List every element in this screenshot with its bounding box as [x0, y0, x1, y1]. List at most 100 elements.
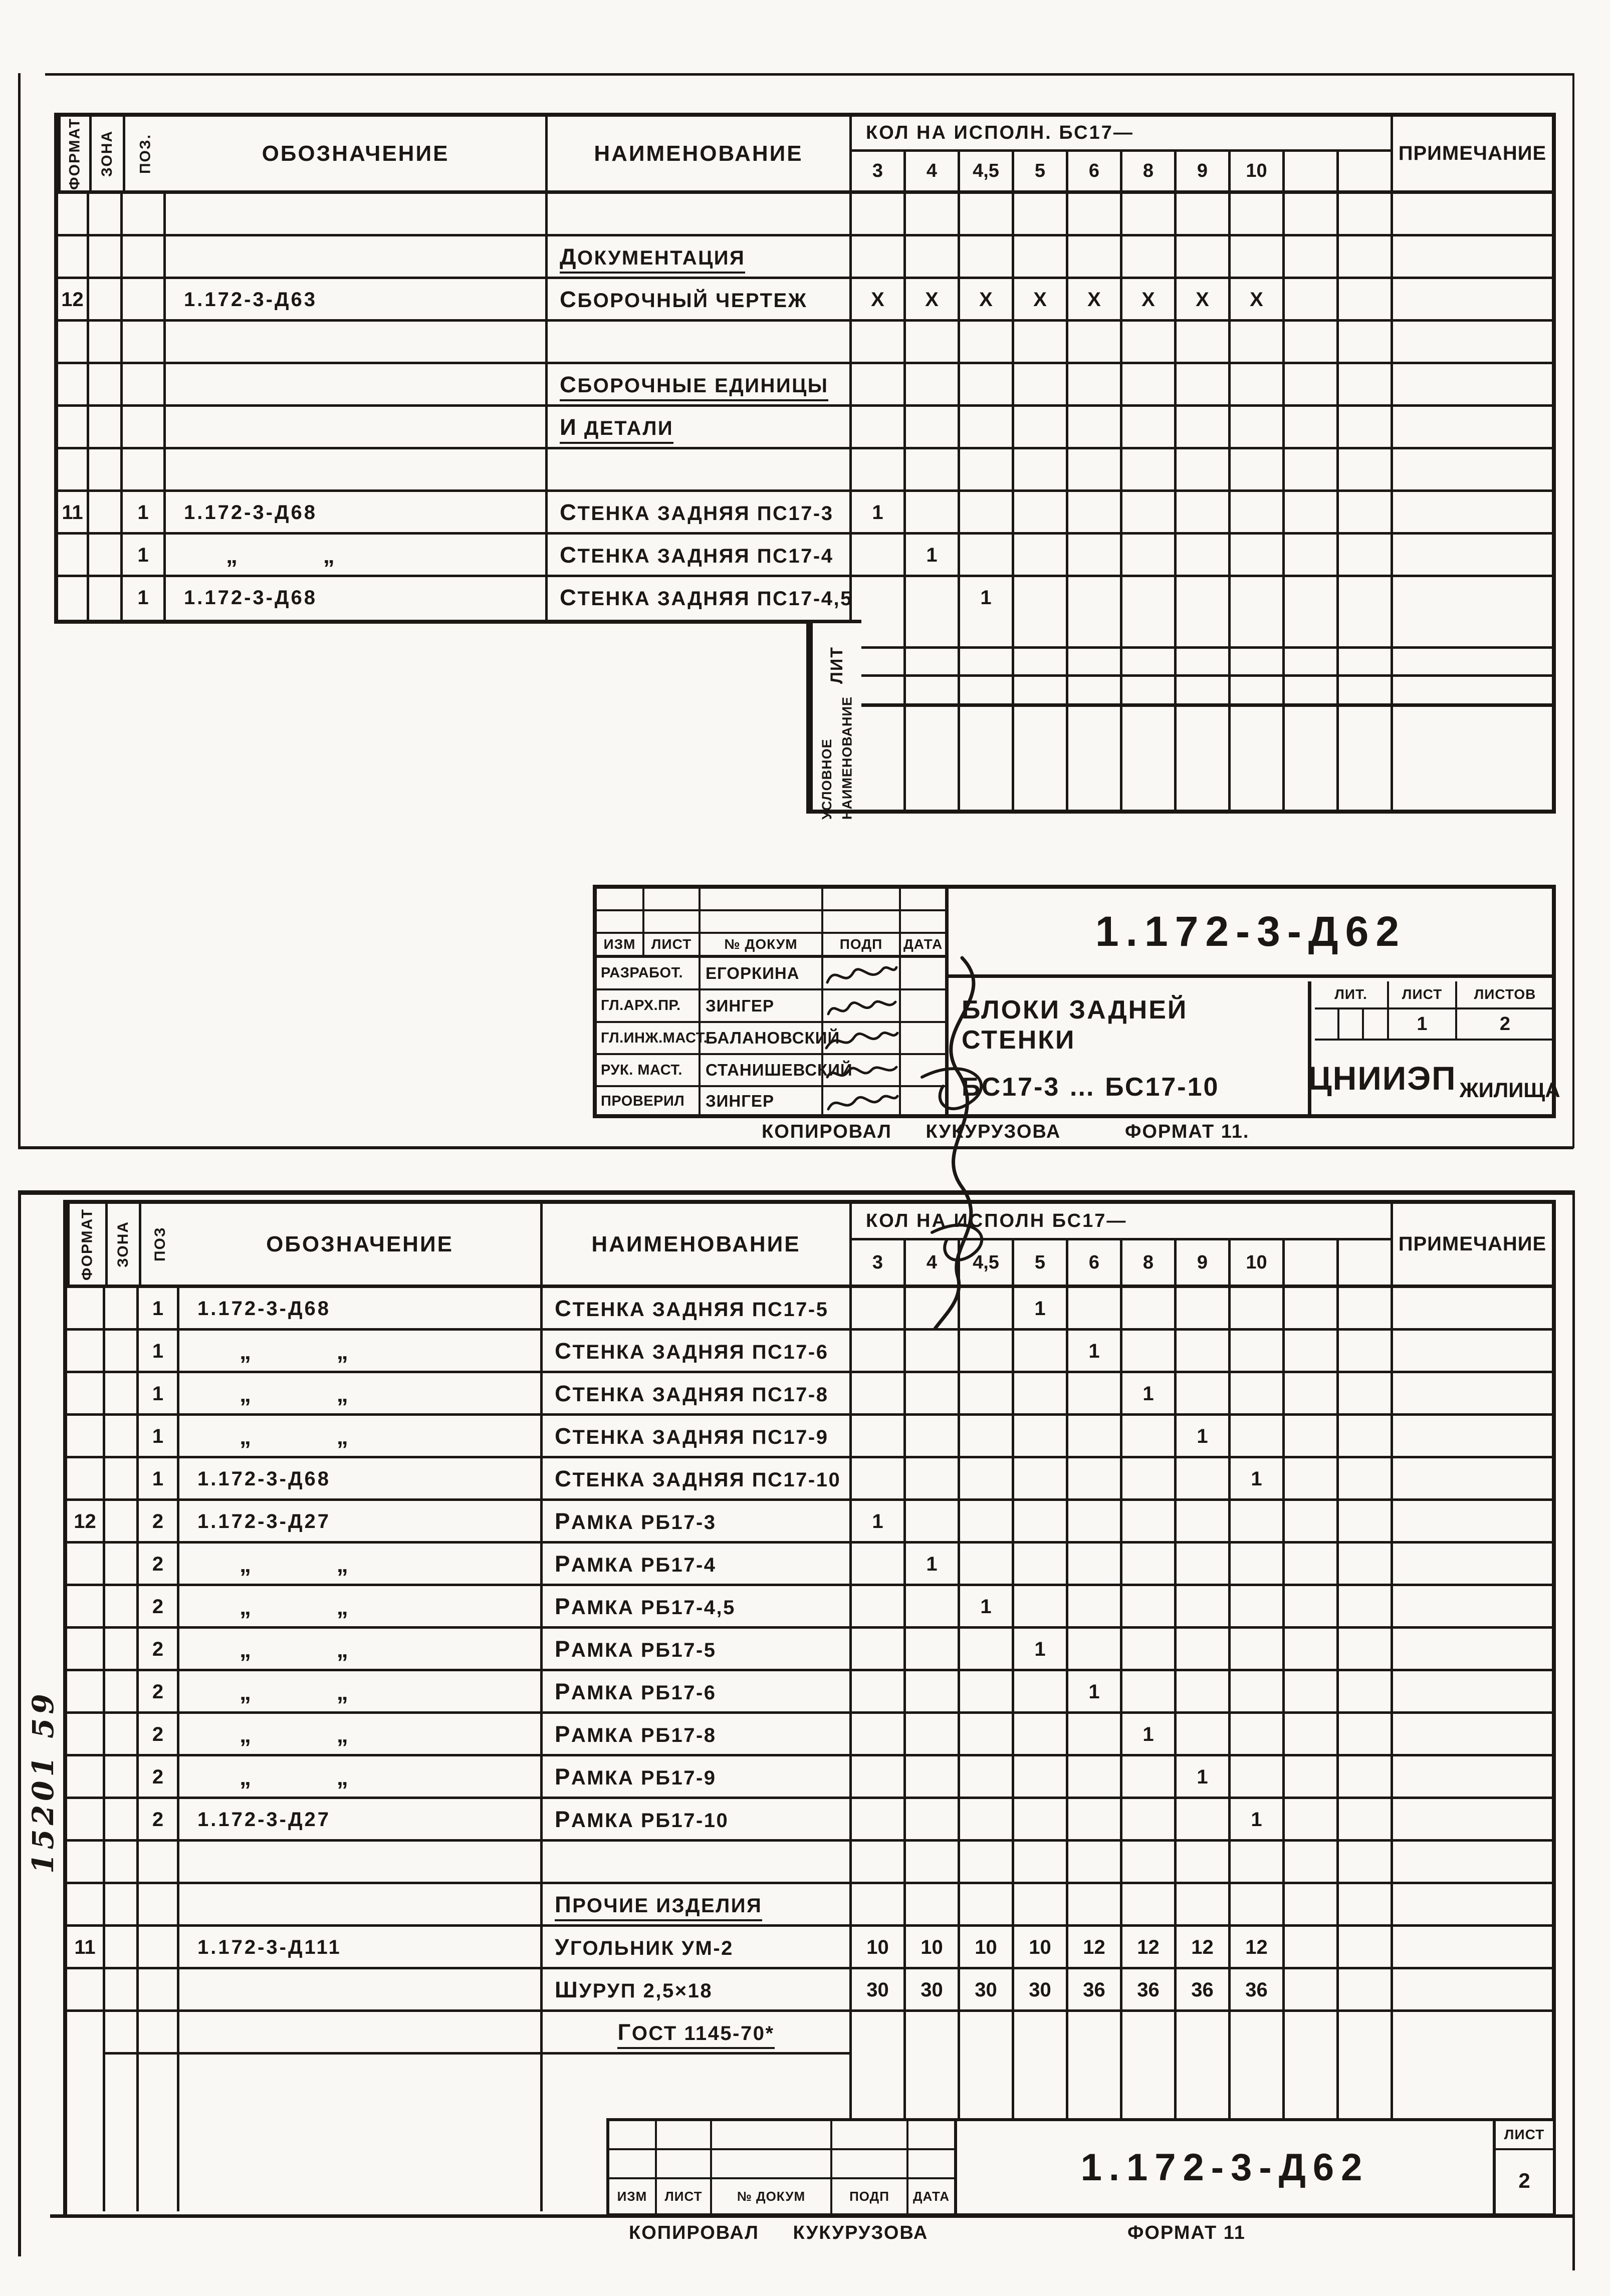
col-header-format: Формат: [58, 117, 89, 190]
lit-grid-cell: [960, 649, 1014, 677]
cell-qty: [1068, 1842, 1122, 1884]
cell-designation: [179, 2012, 543, 2055]
qty-col-header: [1285, 1240, 1339, 1285]
cell-qty: [1014, 1756, 1068, 1799]
item-name-text: Прочие изделия: [555, 1892, 763, 1921]
stamp-person-name: Балановский: [701, 1023, 839, 1055]
cell-pos: [123, 194, 166, 236]
cell-qty: [1285, 279, 1339, 322]
cell-qty: [1339, 407, 1393, 449]
cell-pos: 1: [139, 1416, 179, 1458]
cell-qty: [1014, 1544, 1068, 1586]
org-name-main: ЦНИИЭП: [1307, 1059, 1457, 1097]
lit-grid-cell: [906, 620, 960, 649]
cell-qty: [1122, 2055, 1177, 2097]
cell-qty: [1014, 1586, 1068, 1629]
stamp-empty-cell: [644, 911, 701, 934]
lit-grid-cell: [1393, 649, 1552, 677]
cell-qty: [1177, 1288, 1231, 1331]
cell-qty: [852, 1288, 906, 1331]
cell-qty: [1285, 1756, 1339, 1799]
cell-designation: „ „: [179, 1714, 543, 1756]
cell-pos: 1: [139, 1458, 179, 1501]
stamp-person-name: Егоркина: [701, 958, 823, 990]
cell-item-name: Рамка РБ17-8: [543, 1714, 852, 1756]
cell-note: [1393, 1288, 1552, 1331]
cell-format: [67, 1842, 105, 1884]
margin-handwritten-number: 15201 59: [26, 1690, 60, 1874]
cell-qty: [960, 1884, 1014, 1927]
cell-zone: [105, 1416, 139, 1458]
stamp-empty-cell: [823, 911, 901, 934]
cell-pos: [139, 1842, 179, 1884]
cell-designation: 1.172-3-Д63: [166, 279, 548, 322]
cell-qty: [1339, 1756, 1393, 1799]
cell-qty: 36: [1177, 1969, 1231, 2012]
cell-qty: [1285, 1927, 1339, 1969]
cell-qty: [1177, 535, 1231, 577]
cell-format: [58, 194, 89, 236]
cell-qty: [1339, 1927, 1393, 1969]
cell-qty: [1068, 535, 1122, 577]
cell-qty: [1339, 364, 1393, 407]
stamp-empty-cell: [609, 2150, 657, 2179]
stamp-signature-cell: [823, 958, 901, 990]
cell-item-name: [548, 194, 852, 236]
cell-item-name: Сборочный чертеж: [548, 279, 852, 322]
cell-qty: 1: [906, 1544, 960, 1586]
cell-qty: [1177, 1629, 1231, 1671]
cell-qty: [906, 1884, 960, 1927]
cell-qty: [1177, 407, 1231, 449]
stamp-lit-header: Лит.: [1315, 981, 1389, 1009]
cell-note: [1393, 1927, 1552, 1969]
item-name-text: Рамка РБ17-4,5: [555, 1594, 736, 1619]
cell-qty: [1014, 1331, 1068, 1373]
cell-qty: [1339, 322, 1393, 364]
qty-col-header: 3: [852, 152, 906, 190]
lit-grid-cell: [960, 620, 1014, 649]
cell-qty: [906, 1416, 960, 1458]
cell-qty: [1231, 1331, 1285, 1373]
cell-designation: „ „: [179, 1373, 543, 1416]
cell-qty: [960, 322, 1014, 364]
cell-qty: [1122, 535, 1177, 577]
cell-item-name: Угольник УМ-2: [543, 1927, 852, 1969]
lit-grid-cell: [1014, 677, 1068, 707]
cell-item-name: Стенка задняя ПС17-6: [543, 1331, 852, 1373]
cell-pos: [123, 236, 166, 279]
stamp-date-cell: [901, 1023, 945, 1055]
cell-designation: 1.172-3-Д111: [179, 1927, 543, 1969]
cell-note: [1393, 535, 1552, 577]
cell-qty: 36: [1068, 1969, 1122, 2012]
tail-rule-cell: [105, 2097, 139, 2211]
cell-note: [1393, 279, 1552, 322]
item-name-text: Стенка задняя ПС17-10: [555, 1466, 841, 1491]
sheet1-frame-left: [18, 73, 21, 1148]
cell-qty: [1285, 1714, 1339, 1756]
cell-qty: [1231, 1288, 1285, 1331]
cell-qty: [906, 1288, 960, 1331]
qty-col-header: 8: [1122, 1240, 1177, 1285]
cell-qty: 1: [1177, 1756, 1231, 1799]
cell-note: [1393, 2012, 1552, 2055]
cell-zone: [89, 449, 123, 492]
cell-qty: [1068, 322, 1122, 364]
cell-item-name: Рамка РБ17-10: [543, 1799, 852, 1842]
item-name-text: Стенка задняя ПС17-9: [555, 1423, 829, 1449]
item-name-text: Сборочный чертеж: [560, 287, 808, 312]
cell-qty: [1014, 322, 1068, 364]
cell-qty: 1: [1231, 1458, 1285, 1501]
cell-qty: [1339, 2055, 1393, 2097]
cell-pos: [139, 2012, 179, 2055]
cell-qty: [1014, 2012, 1068, 2055]
cell-item-name: Рамка РБ17-4: [543, 1544, 852, 1586]
lit-grid: Лит Условное наименование: [806, 620, 1556, 820]
cell-qty: [1177, 1544, 1231, 1586]
cell-designation: [166, 236, 548, 279]
item-name-text: Рамка РБ17-10: [555, 1807, 729, 1832]
cell-qty: [1014, 1416, 1068, 1458]
lit-grid-cell: [1177, 707, 1231, 810]
cell-designation: „ „: [166, 535, 548, 577]
cell-qty: [1122, 577, 1177, 620]
cell-qty: [906, 2055, 960, 2097]
